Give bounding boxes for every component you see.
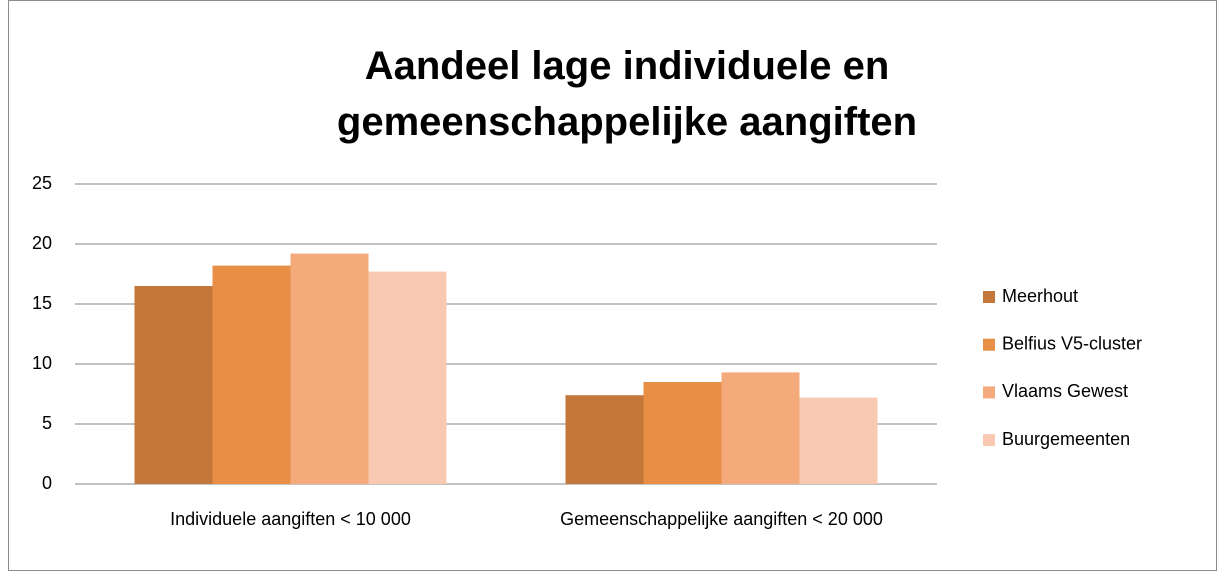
y-tick-label: 15 <box>32 293 52 313</box>
chart-title: Aandeel lage individuele en gemeenschapp… <box>336 44 918 144</box>
y-tick-label: 5 <box>42 413 52 433</box>
y-tick-label: 25 <box>32 173 52 193</box>
bar <box>643 382 722 484</box>
y-tick-label: 0 <box>42 473 52 493</box>
legend-label: Belfius V5-cluster <box>1002 333 1142 353</box>
legend-swatch <box>983 338 995 351</box>
legend-label: Meerhout <box>1002 286 1078 306</box>
x-tick-label: Gemeenschappelijke aangiften < 20 000 <box>560 509 883 529</box>
bar <box>368 271 447 484</box>
chart-border <box>8 0 1217 571</box>
y-tick-label: 10 <box>32 353 52 373</box>
legend-swatch <box>983 434 995 447</box>
legend-swatch <box>983 386 995 399</box>
legend-swatch <box>983 291 995 303</box>
bar <box>799 397 878 484</box>
legend-label: Buurgemeenten <box>1002 429 1130 449</box>
bar <box>134 286 213 484</box>
bar <box>212 265 291 484</box>
legend-label: Vlaams Gewest <box>1002 381 1128 401</box>
bar <box>721 372 800 484</box>
y-tick-label: 20 <box>32 233 52 253</box>
bar <box>565 395 644 484</box>
bar <box>290 253 369 484</box>
x-tick-label: Individuele aangiften < 10 000 <box>170 509 411 529</box>
